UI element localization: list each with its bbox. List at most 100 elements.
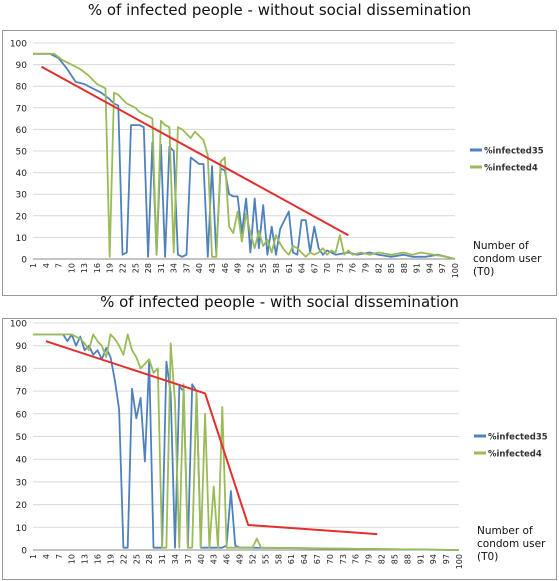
y-tick-label: 70	[16, 104, 28, 114]
x-tick-label: 64	[298, 263, 307, 273]
legend-label: %infected35	[484, 147, 544, 157]
x-tick-label: 82	[378, 554, 387, 564]
x-tick-label: 91	[413, 263, 422, 273]
x-tick-label: 64	[300, 554, 309, 564]
x-tick-label: 13	[81, 554, 90, 564]
x-tick-label: 19	[106, 263, 115, 273]
x-tick-label: 31	[158, 554, 167, 564]
x-tick-label: 16	[94, 554, 103, 564]
x-tick-label: 100	[455, 554, 464, 569]
x-tick-label: 31	[157, 263, 166, 273]
chart-1-title: % of infected people - without social di…	[87, 1, 472, 19]
x-tick-label: 91	[416, 554, 425, 564]
y-tick-label: 100	[10, 40, 27, 50]
x-tick-label: 85	[387, 263, 396, 273]
x-tick-label: 61	[287, 554, 296, 564]
x-tick-label: 88	[403, 554, 412, 564]
x-tick-label: 22	[119, 263, 128, 273]
x-tick-label: 76	[352, 554, 361, 564]
x-tick-label: 28	[144, 263, 153, 273]
x-tick-label: 13	[80, 263, 89, 273]
y-tick-label: 40	[16, 456, 28, 466]
y-tick-label: 0	[21, 256, 27, 266]
x-tick-label: 97	[442, 554, 451, 564]
x-tick-label: 79	[361, 263, 370, 273]
chart-1-x-axis-label: Number of condom user (T0)	[473, 240, 542, 278]
x-tick-label: 43	[208, 263, 217, 273]
x-tick-label: 1	[29, 554, 38, 559]
x-tick-label: 58	[274, 554, 283, 564]
x-tick-label: 37	[182, 263, 191, 273]
y-tick-label: 70	[16, 388, 28, 398]
x-tick-label: 4	[42, 554, 51, 559]
x-tick-label: 70	[323, 263, 332, 273]
y-tick-label: 10	[16, 524, 28, 534]
x-tick-label: 7	[55, 554, 64, 559]
y-tick-label: 50	[16, 148, 28, 158]
x-tick-label: 37	[184, 554, 193, 564]
y-tick-label: 30	[16, 478, 28, 488]
x-tick-label: 97	[438, 263, 447, 273]
x-tick-label: 46	[221, 263, 230, 273]
y-tick-label: 20	[16, 212, 28, 222]
y-tick-label: 10	[16, 234, 28, 244]
y-tick-label: 60	[16, 410, 28, 420]
x-tick-label: 22	[119, 554, 128, 564]
x-tick-label: 52	[248, 554, 257, 564]
x-tick-label: 43	[210, 554, 219, 564]
x-tick-label: 88	[400, 263, 409, 273]
legend-label: %infected4	[488, 450, 542, 460]
x-tick-label: 25	[131, 263, 140, 273]
x-tick-label: 67	[313, 554, 322, 564]
series-line-infected4	[33, 52, 456, 260]
y-tick-label: 20	[16, 501, 28, 511]
x-tick-label: 40	[197, 554, 206, 564]
y-tick-label: 60	[16, 126, 28, 136]
series-line-infected4	[33, 333, 460, 551]
series-line-infected35	[33, 333, 460, 551]
x-tick-label: 7	[55, 263, 64, 268]
x-tick-label: 76	[349, 263, 358, 273]
x-tick-label: 10	[68, 554, 77, 564]
x-tick-label: 19	[106, 554, 115, 564]
chart-2-x-axis-label: Number of condom user (T0)	[477, 525, 546, 563]
y-tick-label: 80	[16, 83, 28, 93]
legend-label: %infected35	[488, 433, 548, 443]
x-tick-label: 70	[326, 554, 335, 564]
x-tick-label: 46	[223, 554, 232, 564]
y-tick-label: 30	[16, 191, 28, 201]
y-tick-label: 100	[10, 320, 27, 330]
x-tick-label: 73	[339, 554, 348, 564]
x-tick-label: 34	[171, 554, 180, 564]
y-tick-label: 0	[21, 547, 27, 557]
y-tick-label: 40	[16, 169, 28, 179]
trend-line	[41, 65, 349, 237]
x-tick-label: 28	[145, 554, 154, 564]
x-tick-label: 49	[234, 263, 243, 273]
x-tick-label: 52	[246, 263, 255, 273]
trend-line	[45, 340, 378, 536]
x-tick-label: 58	[272, 263, 281, 273]
x-tick-label: 4	[42, 263, 51, 268]
chart-2-frame	[2, 318, 557, 580]
x-tick-label: 73	[336, 263, 345, 273]
x-tick-label: 85	[390, 554, 399, 564]
x-tick-label: 94	[425, 263, 434, 273]
x-tick-label: 55	[261, 554, 270, 564]
legend-label: %infected4	[484, 164, 538, 174]
x-tick-label: 100	[451, 263, 460, 278]
chart-2-title: % of infected people - with social disse…	[100, 293, 459, 311]
x-tick-label: 55	[259, 263, 268, 273]
x-tick-label: 10	[67, 263, 76, 273]
x-tick-label: 94	[429, 554, 438, 564]
x-tick-label: 25	[132, 554, 141, 564]
x-tick-label: 16	[93, 263, 102, 273]
x-tick-label: 49	[236, 554, 245, 564]
x-tick-label: 1	[29, 263, 38, 268]
x-tick-label: 79	[365, 554, 374, 564]
x-tick-label: 40	[195, 263, 204, 273]
x-tick-label: 34	[170, 263, 179, 273]
x-tick-label: 67	[310, 263, 319, 273]
